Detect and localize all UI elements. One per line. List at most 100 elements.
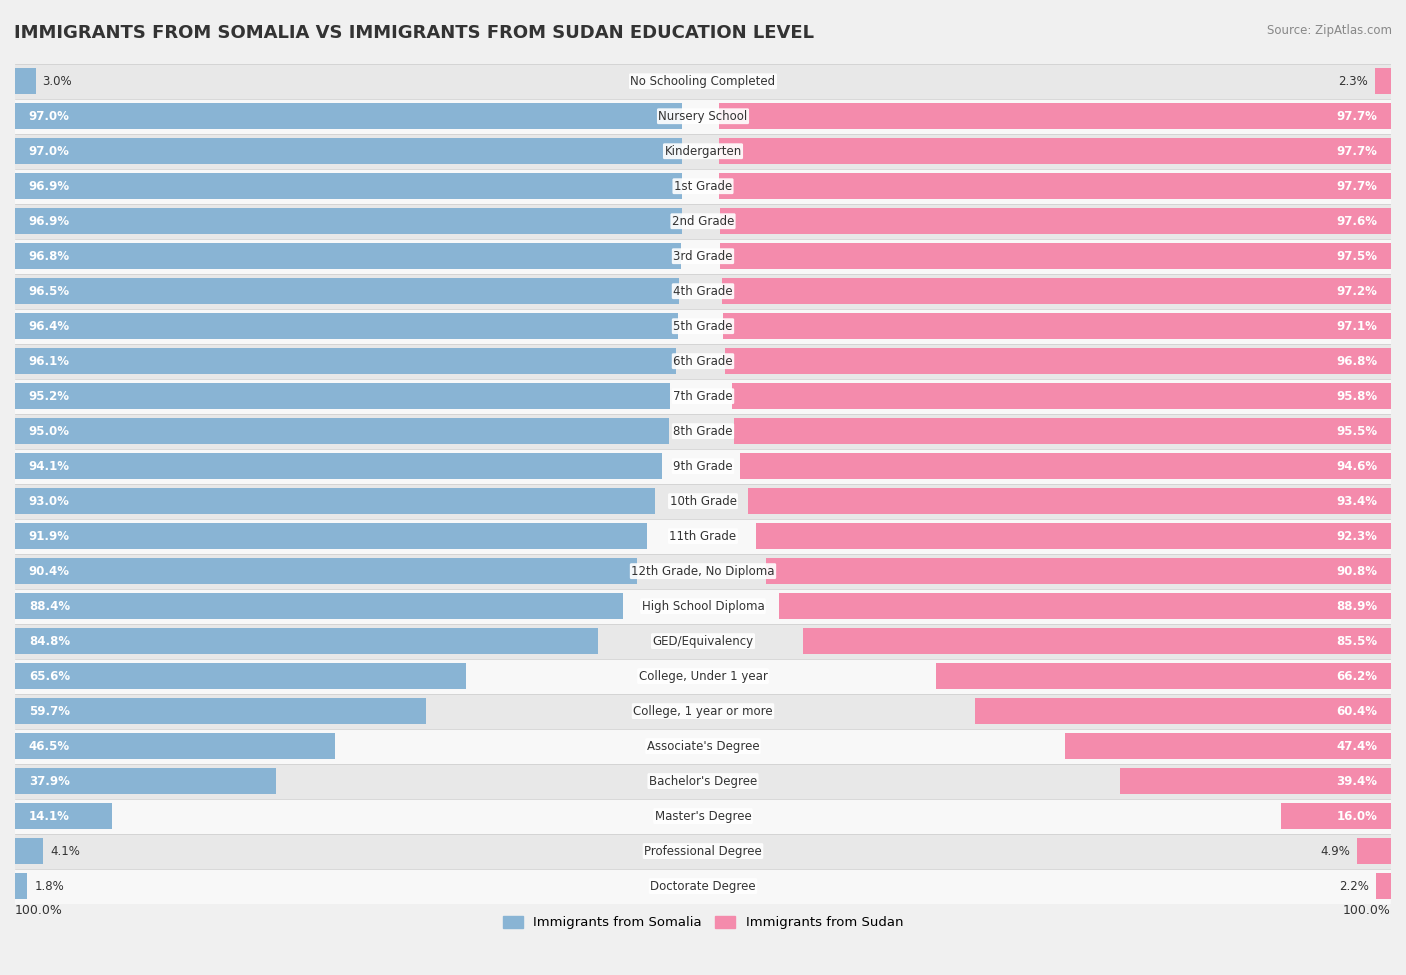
Text: 96.1%: 96.1% (28, 355, 70, 368)
Bar (734, 418, 1391, 445)
Bar (15, 733, 335, 760)
Bar (15, 663, 467, 689)
Bar (15, 169, 1391, 204)
Text: 97.7%: 97.7% (1336, 179, 1378, 193)
Text: 95.0%: 95.0% (28, 425, 70, 438)
Bar (779, 593, 1391, 619)
Text: 97.7%: 97.7% (1336, 144, 1378, 158)
Bar (15, 68, 35, 95)
Bar (15, 208, 682, 234)
Bar (15, 413, 1391, 448)
Bar (15, 204, 1391, 239)
Bar (1121, 768, 1391, 795)
Text: 16.0%: 16.0% (1336, 809, 1378, 823)
Text: 96.4%: 96.4% (28, 320, 70, 332)
Text: 59.7%: 59.7% (28, 705, 70, 718)
Bar (15, 313, 678, 339)
Bar (15, 869, 1391, 904)
Text: 93.0%: 93.0% (28, 494, 70, 508)
Bar (15, 554, 1391, 589)
Bar (15, 519, 1391, 554)
Legend: Immigrants from Somalia, Immigrants from Sudan: Immigrants from Somalia, Immigrants from… (498, 911, 908, 935)
Bar (15, 344, 1391, 378)
Bar (803, 628, 1391, 654)
Text: 47.4%: 47.4% (1336, 740, 1378, 753)
Text: 2nd Grade: 2nd Grade (672, 214, 734, 228)
Bar (756, 523, 1391, 549)
Text: 10th Grade: 10th Grade (669, 494, 737, 508)
Text: 95.2%: 95.2% (28, 390, 70, 403)
Text: 97.5%: 97.5% (1336, 250, 1378, 262)
Bar (15, 523, 647, 549)
Bar (1064, 733, 1391, 760)
Bar (15, 448, 1391, 484)
Bar (15, 838, 44, 864)
Text: 1.8%: 1.8% (34, 879, 65, 892)
Text: Bachelor's Degree: Bachelor's Degree (650, 774, 756, 788)
Text: 85.5%: 85.5% (1336, 635, 1378, 647)
Text: 97.0%: 97.0% (28, 110, 70, 123)
Bar (15, 63, 1391, 98)
Bar (1375, 68, 1391, 95)
Bar (15, 628, 599, 654)
Text: College, Under 1 year: College, Under 1 year (638, 670, 768, 682)
Bar (15, 728, 1391, 763)
Bar (15, 453, 662, 480)
Text: 65.6%: 65.6% (28, 670, 70, 682)
Bar (15, 418, 669, 445)
Text: 95.8%: 95.8% (1336, 390, 1378, 403)
Bar (15, 698, 426, 724)
Bar (15, 134, 1391, 169)
Bar (718, 138, 1391, 165)
Text: 14.1%: 14.1% (28, 809, 70, 823)
Text: 1st Grade: 1st Grade (673, 179, 733, 193)
Bar (15, 383, 671, 410)
Text: 88.4%: 88.4% (28, 600, 70, 612)
Text: 97.0%: 97.0% (28, 144, 70, 158)
Bar (15, 803, 112, 829)
Text: 6th Grade: 6th Grade (673, 355, 733, 368)
Text: 84.8%: 84.8% (28, 635, 70, 647)
Text: 4th Grade: 4th Grade (673, 285, 733, 297)
Bar (1281, 803, 1391, 829)
Text: 66.2%: 66.2% (1336, 670, 1378, 682)
Bar (15, 799, 1391, 834)
Text: 94.1%: 94.1% (28, 459, 70, 473)
Bar (15, 488, 655, 514)
Text: 3rd Grade: 3rd Grade (673, 250, 733, 262)
Bar (15, 98, 1391, 134)
Bar (15, 763, 1391, 799)
Bar (15, 309, 1391, 344)
Text: College, 1 year or more: College, 1 year or more (633, 705, 773, 718)
Bar (1376, 873, 1391, 899)
Text: 96.9%: 96.9% (28, 214, 70, 228)
Text: 4.9%: 4.9% (1320, 844, 1350, 858)
Text: Associate's Degree: Associate's Degree (647, 740, 759, 753)
Text: 5th Grade: 5th Grade (673, 320, 733, 332)
Bar (720, 208, 1391, 234)
Text: 97.7%: 97.7% (1336, 110, 1378, 123)
Text: 90.4%: 90.4% (28, 565, 70, 577)
Bar (718, 174, 1391, 199)
Text: 94.6%: 94.6% (1336, 459, 1378, 473)
Text: 2.2%: 2.2% (1339, 879, 1369, 892)
Bar (15, 484, 1391, 519)
Text: Master's Degree: Master's Degree (655, 809, 751, 823)
Text: 100.0%: 100.0% (1343, 904, 1391, 916)
Text: IMMIGRANTS FROM SOMALIA VS IMMIGRANTS FROM SUDAN EDUCATION LEVEL: IMMIGRANTS FROM SOMALIA VS IMMIGRANTS FR… (14, 24, 814, 42)
Text: 96.8%: 96.8% (28, 250, 70, 262)
Text: Kindergarten: Kindergarten (665, 144, 741, 158)
Bar (1357, 838, 1391, 864)
Text: Professional Degree: Professional Degree (644, 844, 762, 858)
Text: 37.9%: 37.9% (28, 774, 70, 788)
Text: 92.3%: 92.3% (1336, 529, 1378, 543)
Bar (748, 488, 1391, 514)
Bar (15, 278, 679, 304)
Text: High School Diploma: High School Diploma (641, 600, 765, 612)
Bar (718, 103, 1391, 130)
Text: Source: ZipAtlas.com: Source: ZipAtlas.com (1267, 24, 1392, 37)
Text: 4.1%: 4.1% (51, 844, 80, 858)
Text: 39.4%: 39.4% (1336, 774, 1378, 788)
Text: 46.5%: 46.5% (28, 740, 70, 753)
Bar (15, 659, 1391, 693)
